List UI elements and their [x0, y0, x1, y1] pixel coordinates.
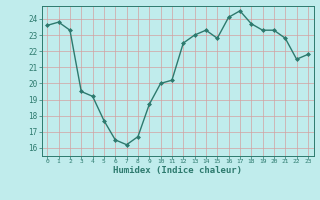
X-axis label: Humidex (Indice chaleur): Humidex (Indice chaleur)	[113, 166, 242, 175]
